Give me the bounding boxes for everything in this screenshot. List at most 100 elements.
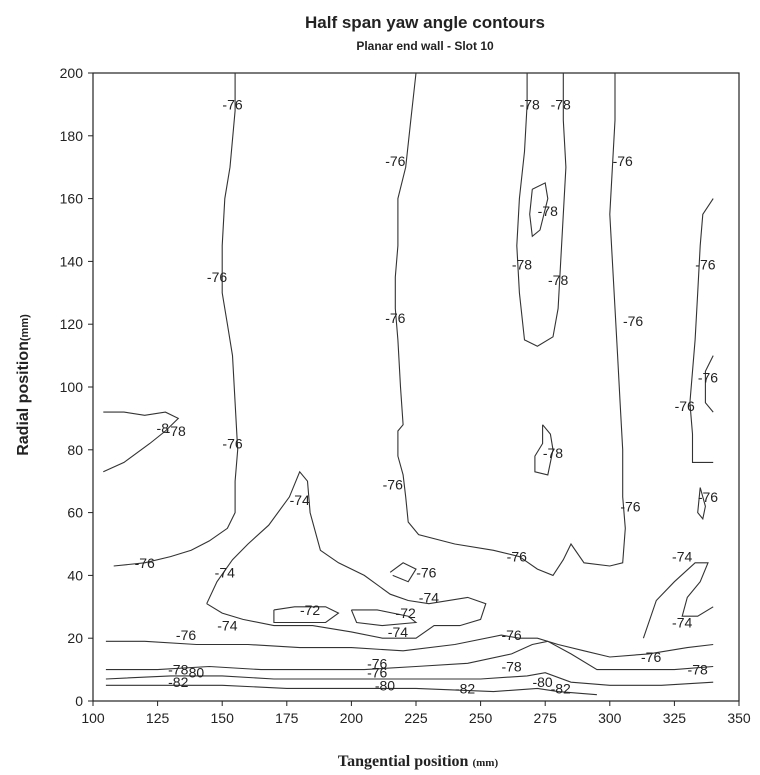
contour-label: -78 xyxy=(512,257,532,273)
contour-label: -78 xyxy=(548,272,568,288)
x-ticks: 100 125 150 175 200 225 250 275 300 325 350 xyxy=(81,701,751,726)
y-ticks: 0 20 40 60 80 100 120 140 160 180 200 xyxy=(60,65,93,709)
contour-label: -76 xyxy=(385,310,405,326)
x-tick-label: 225 xyxy=(404,710,428,726)
contour-line xyxy=(103,411,180,473)
contour-line xyxy=(105,684,597,696)
contour-line xyxy=(105,640,714,671)
contour-label: -76 xyxy=(207,269,227,285)
contour-label: -78 xyxy=(551,96,571,112)
contour-label: -78 xyxy=(538,203,558,219)
svg-text:Radial position(mm): Radial position(mm) xyxy=(15,314,32,456)
contour-label: -74 xyxy=(215,564,235,580)
contour-label: -8 xyxy=(157,420,170,436)
x-tick-label: 350 xyxy=(727,710,751,726)
y-tick-label: 80 xyxy=(67,442,83,458)
contour-label: -82 xyxy=(168,674,188,690)
contour-labels: -76-76-76-76-74-74-74-72 -72-74-74-76-76-… xyxy=(135,96,719,696)
contour-label: -78 xyxy=(501,658,521,674)
chart-subtitle: Planar end wall - Slot 10 xyxy=(356,39,494,53)
contour-line xyxy=(642,562,714,639)
y-tick-label: 140 xyxy=(60,253,84,269)
contour-line xyxy=(350,609,418,627)
x-axis-label-unit: (mm) xyxy=(472,757,498,769)
contour-label: -76 xyxy=(385,153,405,169)
contour-label: -76 xyxy=(367,655,387,671)
y-tick-label: 180 xyxy=(60,128,84,144)
contour-line xyxy=(516,73,567,347)
contour-label: -74 xyxy=(388,624,408,640)
contour-label: -82 xyxy=(455,680,475,696)
contour-label: -76 xyxy=(416,564,436,580)
x-tick-label: 275 xyxy=(534,710,558,726)
contour-line xyxy=(529,182,549,238)
contour-line xyxy=(105,634,714,658)
contour-label: -76 xyxy=(641,649,661,665)
y-tick-label: 0 xyxy=(75,693,83,709)
chart-title: Half span yaw angle contours xyxy=(305,13,545,32)
contour-label: -80 xyxy=(375,677,395,693)
contour-label: -76 xyxy=(623,313,643,329)
contour-line xyxy=(105,672,714,686)
contour-line xyxy=(389,562,417,583)
contour-label: -72 xyxy=(300,602,320,618)
contour-line xyxy=(394,72,626,577)
contour-label: -76 xyxy=(135,555,155,571)
contour-label: -76 xyxy=(507,549,527,565)
contour-line xyxy=(206,470,487,639)
contour-label: -78 xyxy=(543,445,563,461)
x-axis-label: Tangential position (mm) xyxy=(338,753,499,770)
x-tick-label: 200 xyxy=(340,710,364,726)
contour-label: -74 xyxy=(290,492,310,508)
contour-label: -78 xyxy=(166,423,186,439)
contour-label: -76 xyxy=(698,489,718,505)
contour-label: -76 xyxy=(367,665,387,681)
contour-label: -82 xyxy=(551,680,571,696)
contour-label: -76 xyxy=(501,627,521,643)
y-tick-label: 40 xyxy=(67,567,83,583)
contour-label: -76 xyxy=(698,370,718,386)
contour-label: -72 xyxy=(396,605,416,621)
contour-line xyxy=(273,606,340,624)
y-tick-label: 60 xyxy=(67,505,83,521)
contour-label: -74 xyxy=(672,615,692,631)
contour-label: -76 xyxy=(613,153,633,169)
contour-line xyxy=(704,355,714,413)
plot-area xyxy=(92,72,740,702)
contour-line xyxy=(534,424,554,476)
y-axis-label: Radial position(mm) xyxy=(15,314,32,456)
contour-label: -76 xyxy=(222,96,242,112)
contour-label: -74 xyxy=(419,589,439,605)
x-tick-label: 250 xyxy=(469,710,493,726)
contour-label: -76 xyxy=(383,476,403,492)
x-tick-label: 175 xyxy=(275,710,299,726)
y-axis-label-main: Radial position xyxy=(15,341,32,456)
contour-line xyxy=(697,487,706,521)
contour-label: -78 xyxy=(520,96,540,112)
y-tick-label: 160 xyxy=(60,191,84,207)
x-tick-label: 100 xyxy=(81,710,105,726)
x-axis-label-main: Tangential position xyxy=(338,753,469,770)
contour-label: -80 xyxy=(532,674,552,690)
contour-label: -74 xyxy=(672,549,692,565)
contour-label: -76 xyxy=(176,627,196,643)
y-tick-label: 100 xyxy=(60,379,84,395)
contour-label: -76 xyxy=(222,436,242,452)
x-tick-label: 150 xyxy=(211,710,235,726)
x-tick-label: 300 xyxy=(598,710,622,726)
contour-label: -74 xyxy=(217,618,237,634)
contour-line xyxy=(689,198,714,463)
y-tick-label: 20 xyxy=(67,630,83,646)
x-tick-label: 325 xyxy=(663,710,687,726)
contour-label: -78 xyxy=(688,662,708,678)
y-tick-label: 120 xyxy=(60,316,84,332)
y-tick-label: 200 xyxy=(60,65,84,81)
contour-label: 80 xyxy=(189,665,205,681)
contour-label: -76 xyxy=(695,257,715,273)
y-axis-label-unit: (mm) xyxy=(19,314,31,341)
contour-lines xyxy=(103,72,714,696)
contour-label: -76 xyxy=(620,498,640,514)
contour-line xyxy=(113,73,239,567)
contour-label: -76 xyxy=(675,398,695,414)
